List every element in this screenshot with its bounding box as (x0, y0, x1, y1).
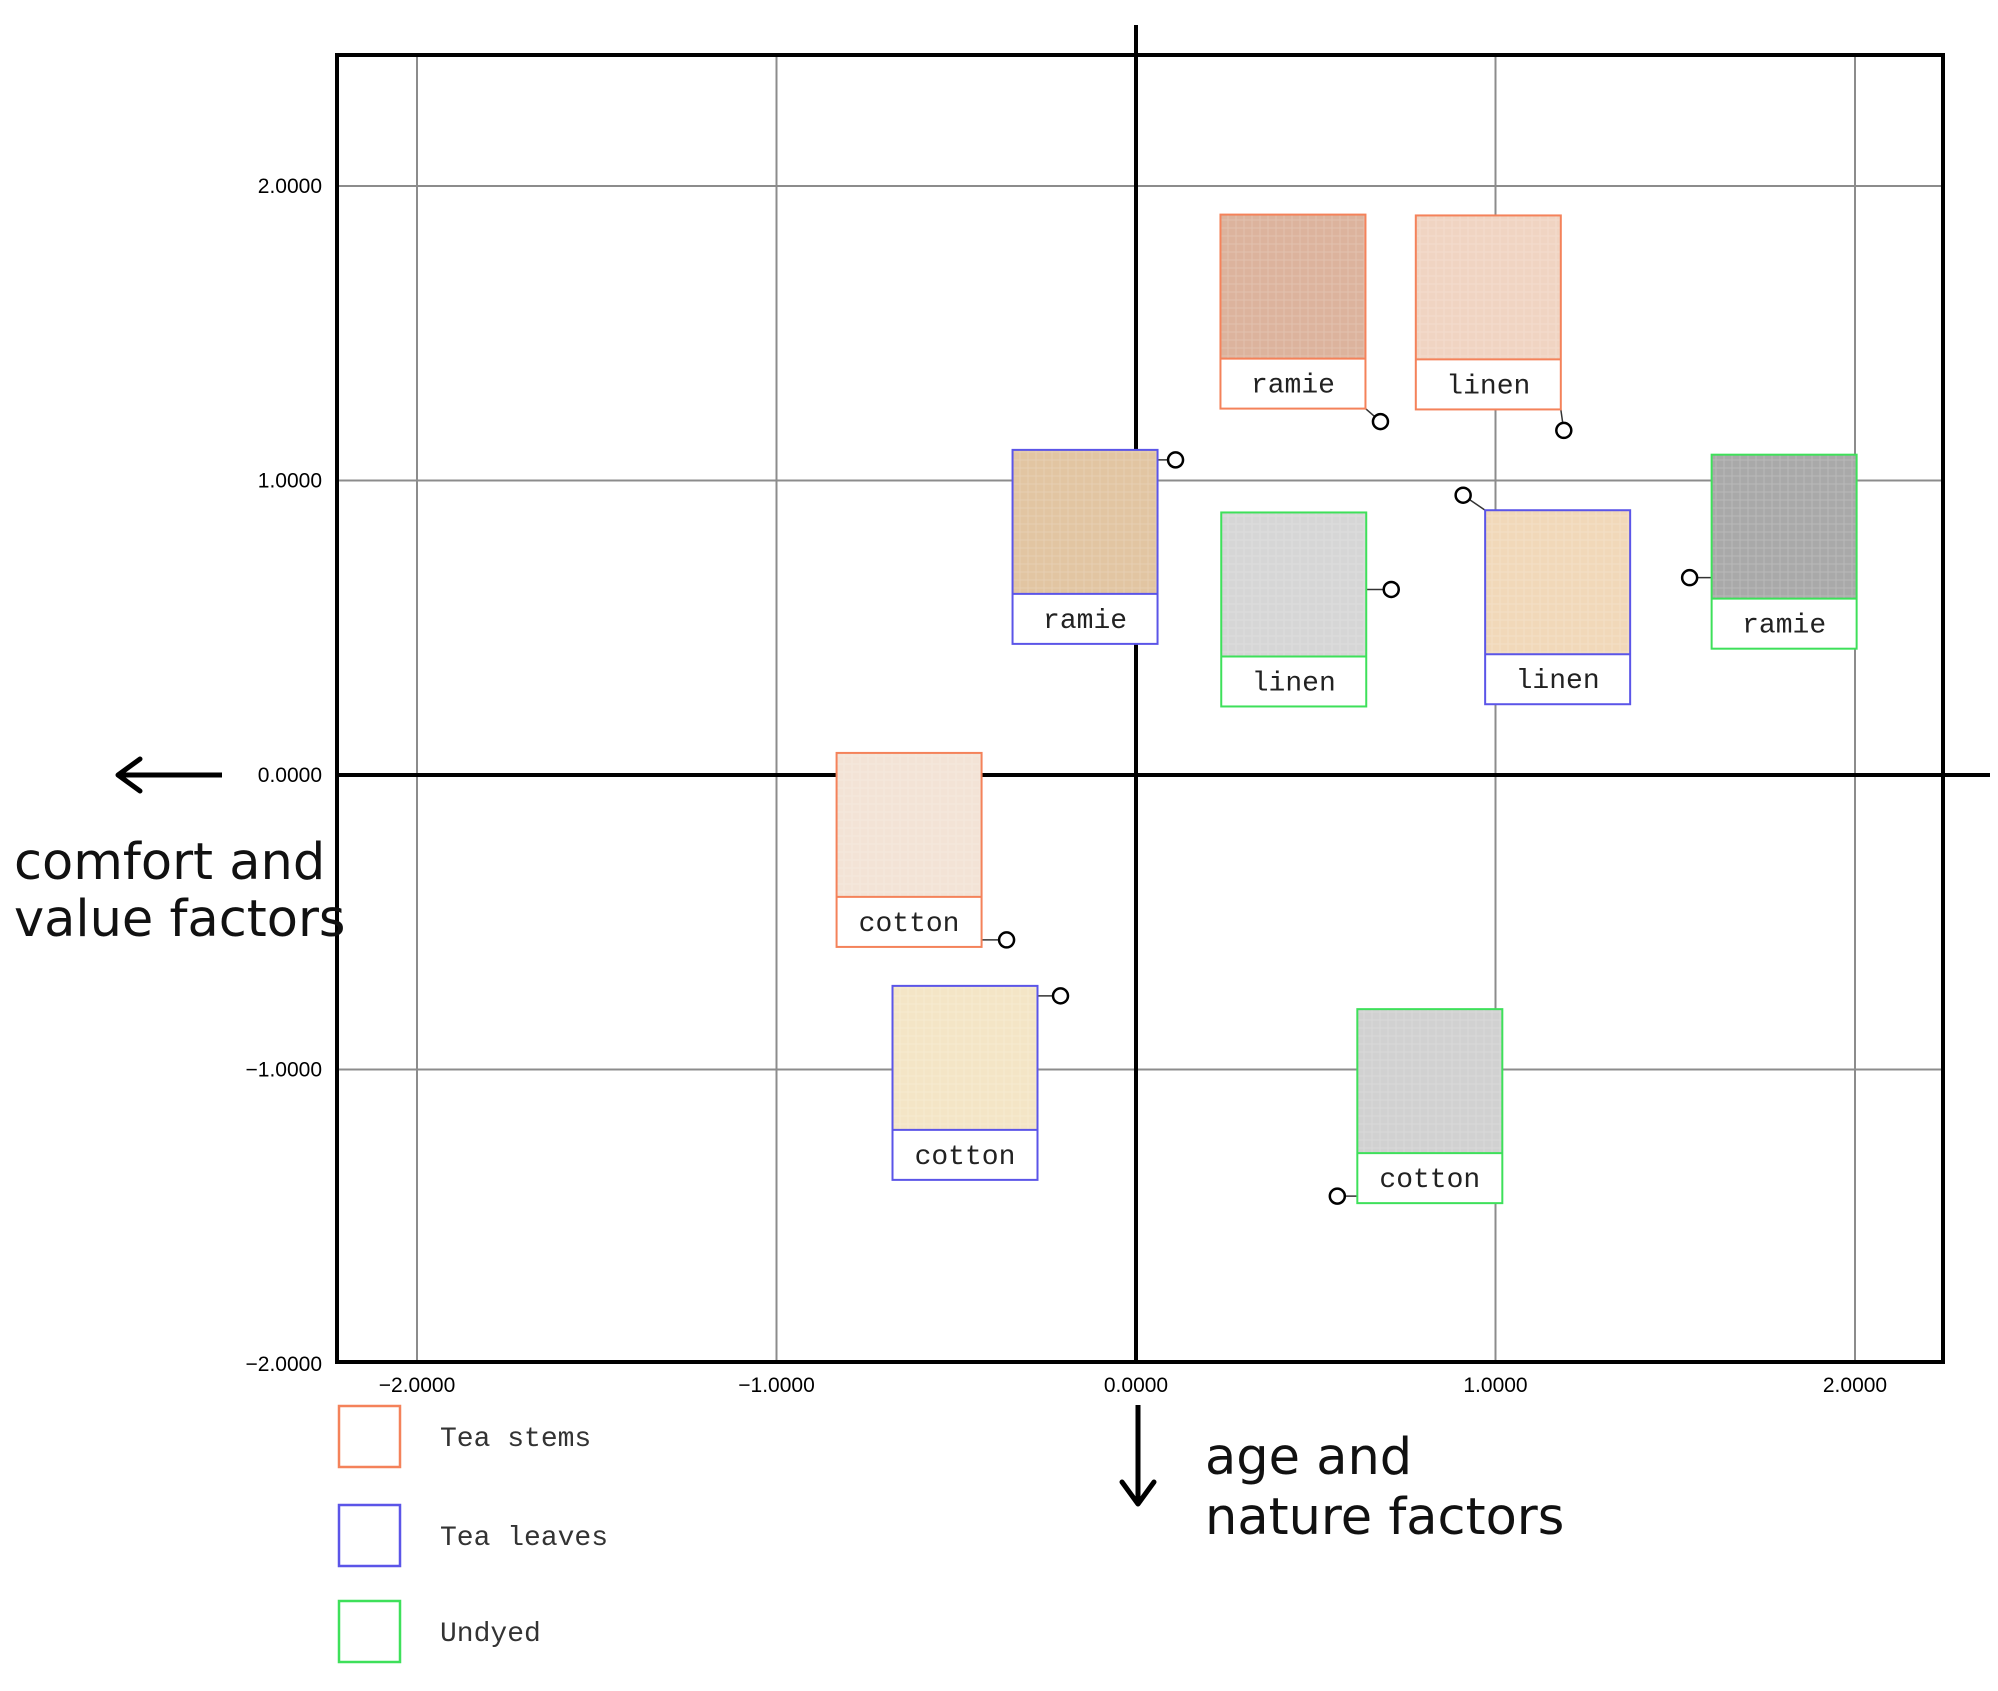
x-tick-label: 2.0000 (1823, 1374, 1887, 1397)
sample-label: cotton (915, 1142, 1016, 1173)
sample-label-box (1357, 1153, 1503, 1204)
sample-label-box (1415, 359, 1561, 410)
data-point-marker (1051, 987, 1070, 1005)
y-tick-label: 2.0000 (258, 175, 322, 198)
legend-item-tea-leaves: Tea leaves (337, 1503, 608, 1568)
y-tick-label: 1.0000 (258, 470, 322, 493)
fabric-texture (1221, 512, 1367, 657)
sample-label: ramie (1251, 371, 1335, 402)
sample-card-border (891, 984, 1039, 1181)
legend-swatch (337, 1404, 402, 1469)
x-tick-label: 1.0000 (1463, 1374, 1527, 1397)
sample-card-border (835, 751, 983, 948)
legend-swatch (337, 1503, 402, 1568)
sample-label: linen (1516, 666, 1600, 697)
data-point-marker (1680, 568, 1699, 587)
sample-label-box (892, 1129, 1038, 1180)
sample-card-border (1011, 448, 1159, 645)
sample-label-box (1711, 598, 1857, 649)
fabric-texture (836, 752, 982, 897)
fabric-texture (1220, 214, 1366, 359)
data-point-marker (1328, 1187, 1347, 1205)
x-axis-title: age and nature factors (1205, 1428, 1564, 1547)
sample-card-tea-stems-linen: linen (1414, 214, 1573, 440)
sample-card-undyed-ramie: ramie (1680, 453, 1858, 650)
sample-card-tea-leaves-ramie: ramie (1011, 448, 1185, 645)
legend-label: Tea stems (440, 1424, 591, 1455)
sample-card-border (1356, 1008, 1504, 1205)
left-arrow-icon (115, 756, 222, 794)
y-axis-title: comfort and value factors (14, 833, 346, 949)
y-axis-title-line-2: value factors (14, 890, 346, 949)
data-point-marker (1371, 412, 1390, 431)
x-tick-label: 0.0000 (1104, 1374, 1168, 1397)
sample-label-box (1220, 358, 1366, 409)
x-tick-label: −2.0000 (379, 1374, 456, 1397)
sample-label-box (836, 896, 982, 947)
sample-label: linen (1446, 371, 1530, 402)
sample-card-tea-leaves-cotton: cotton (891, 984, 1070, 1181)
data-point-marker (1454, 486, 1472, 504)
sample-card-tea-stems-ramie: ramie (1219, 213, 1390, 431)
fabric-texture (1357, 1009, 1503, 1154)
fabric-texture (892, 985, 1038, 1130)
down-arrow-icon (1119, 1405, 1157, 1507)
data-points: ramie linen cotton ramie linen cotton linen ram… (835, 213, 1858, 1205)
legend-item-undyed: Undyed (337, 1599, 541, 1664)
sample-label: linen (1252, 668, 1336, 699)
sample-label: ramie (1742, 611, 1826, 642)
x-tick-label: −1.0000 (738, 1374, 815, 1397)
x-axis-title-line-1: age and (1205, 1428, 1412, 1487)
sample-label-box (1221, 656, 1367, 707)
legend-item-tea-stems: Tea stems (337, 1404, 591, 1469)
fabric-texture (1012, 449, 1158, 594)
center-axes (337, 25, 1990, 1362)
sample-label: ramie (1043, 606, 1127, 637)
grid (337, 55, 1943, 1362)
data-point-marker (1382, 580, 1400, 599)
sample-card-border (1414, 214, 1562, 411)
sample-card-undyed-linen: linen (1220, 511, 1400, 708)
sample-card-tea-leaves-linen: linen (1454, 486, 1632, 706)
fabric-texture (1415, 215, 1561, 360)
sample-card-tea-stems-cotton: cotton (835, 751, 1016, 949)
sample-card-border (1219, 213, 1367, 410)
sample-label-box (1012, 593, 1158, 644)
y-tick-label: 0.0000 (258, 764, 322, 787)
data-point-marker (1555, 421, 1573, 440)
sample-card-undyed-cotton: cotton (1328, 1008, 1504, 1205)
legend-label: Tea leaves (440, 1523, 608, 1554)
sample-label: cotton (859, 909, 960, 940)
fabric-texture (1485, 510, 1631, 655)
data-point-marker (1166, 451, 1185, 469)
fabric-texture (1711, 454, 1857, 599)
legend: Tea stems Tea leaves Undyed (337, 1404, 608, 1664)
sample-label-box (1485, 654, 1631, 705)
sample-label: cotton (1379, 1165, 1480, 1196)
x-axis-title-line-2: nature factors (1205, 1488, 1564, 1547)
plot-frame (335, 53, 1945, 1364)
sample-card-border (1710, 453, 1858, 650)
data-point-marker (997, 931, 1016, 949)
sample-card-border (1484, 509, 1632, 706)
y-axis-title-line-1: comfort and (14, 833, 325, 892)
sample-card-border (1220, 511, 1368, 708)
legend-swatch (337, 1599, 402, 1664)
legend-label: Undyed (440, 1619, 541, 1650)
y-tick-label: −1.0000 (246, 1059, 323, 1082)
y-tick-label: −2.0000 (246, 1353, 323, 1376)
tick-labels: 2.0000 1.0000 0.0000 −1.0000 −2.0000 −2.0000 −… (246, 175, 1888, 1397)
